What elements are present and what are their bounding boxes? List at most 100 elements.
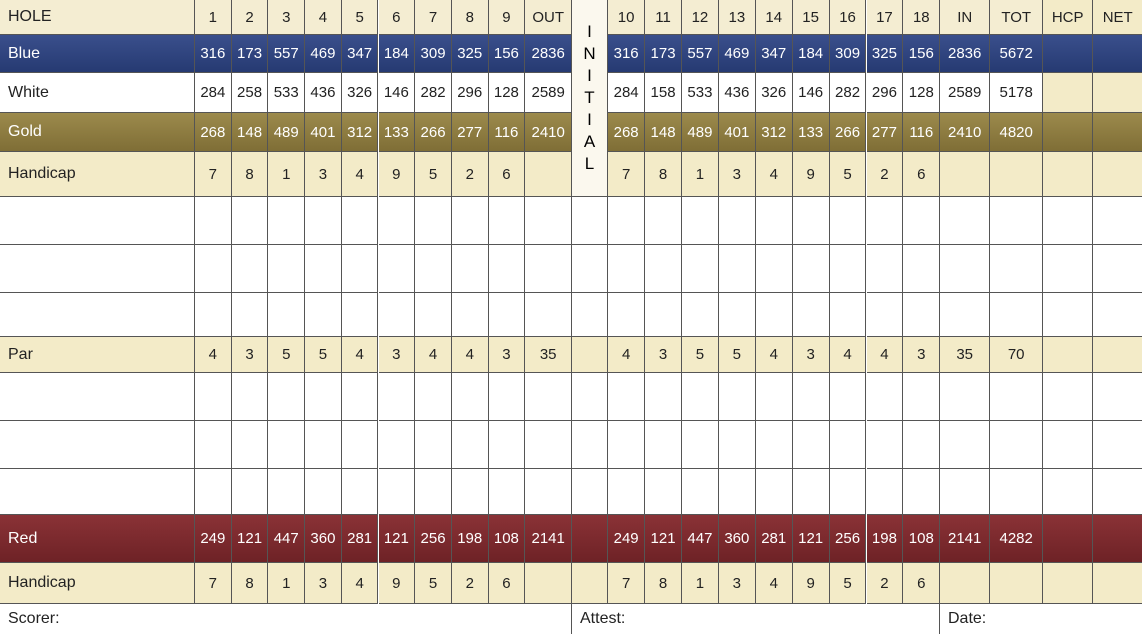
score-cell[interactable] — [1043, 421, 1094, 469]
score-cell[interactable] — [755, 469, 793, 515]
score-cell[interactable] — [378, 469, 416, 515]
score-cell[interactable] — [829, 373, 867, 421]
score-cell[interactable] — [829, 197, 867, 245]
score-cell[interactable] — [195, 245, 232, 293]
score-cell[interactable] — [305, 421, 342, 469]
score-cell[interactable] — [195, 373, 232, 421]
score-cell[interactable] — [341, 373, 379, 421]
score-cell[interactable] — [940, 293, 991, 337]
score-cell[interactable] — [718, 197, 756, 245]
score-cell[interactable] — [451, 245, 489, 293]
score-cell[interactable] — [1093, 421, 1142, 469]
score-cell[interactable] — [1043, 373, 1094, 421]
score-cell[interactable] — [231, 469, 269, 515]
score-cell[interactable] — [755, 293, 793, 337]
score-cell[interactable] — [682, 469, 719, 515]
score-cell[interactable] — [866, 421, 904, 469]
score-cell[interactable] — [451, 197, 489, 245]
score-cell[interactable] — [829, 245, 867, 293]
score-cell[interactable] — [1093, 469, 1142, 515]
score-cell[interactable] — [645, 293, 682, 337]
score-cell[interactable] — [1043, 197, 1094, 245]
score-cell[interactable] — [866, 197, 904, 245]
score-cell[interactable] — [903, 197, 941, 245]
score-cell[interactable] — [1093, 373, 1142, 421]
score-cell[interactable] — [525, 373, 573, 421]
score-cell[interactable] — [268, 469, 306, 515]
score-cell[interactable] — [305, 469, 342, 515]
score-cell[interactable] — [755, 197, 793, 245]
score-cell[interactable] — [940, 469, 991, 515]
scorer-field[interactable]: Scorer: — [0, 604, 572, 634]
score-cell[interactable] — [755, 373, 793, 421]
score-cell[interactable] — [903, 421, 941, 469]
score-cell[interactable] — [940, 373, 991, 421]
score-cell[interactable] — [231, 421, 269, 469]
score-cell[interactable] — [451, 373, 489, 421]
score-cell[interactable] — [608, 469, 646, 515]
score-cell[interactable] — [940, 421, 991, 469]
score-cell[interactable] — [903, 245, 941, 293]
score-cell[interactable] — [378, 245, 416, 293]
score-cell[interactable] — [268, 293, 306, 337]
score-cell[interactable] — [682, 245, 719, 293]
score-cell[interactable] — [488, 245, 526, 293]
score-cell[interactable] — [792, 421, 830, 469]
score-cell[interactable] — [792, 373, 830, 421]
score-cell[interactable] — [268, 373, 306, 421]
score-cell[interactable] — [195, 469, 232, 515]
score-cell[interactable] — [415, 197, 452, 245]
score-cell[interactable] — [195, 293, 232, 337]
score-cell[interactable] — [645, 373, 682, 421]
score-cell[interactable] — [415, 293, 452, 337]
score-cell[interactable] — [1093, 293, 1142, 337]
score-cell[interactable] — [488, 293, 526, 337]
score-cell[interactable] — [829, 469, 867, 515]
score-cell[interactable] — [792, 245, 830, 293]
score-cell[interactable] — [305, 373, 342, 421]
score-cell[interactable] — [341, 421, 379, 469]
score-cell[interactable] — [608, 373, 646, 421]
score-cell[interactable] — [940, 245, 991, 293]
score-cell[interactable] — [305, 293, 342, 337]
score-cell[interactable] — [866, 245, 904, 293]
score-cell[interactable] — [990, 197, 1044, 245]
score-cell[interactable] — [990, 245, 1044, 293]
score-cell[interactable] — [1043, 469, 1094, 515]
score-cell[interactable] — [792, 197, 830, 245]
score-cell[interactable] — [488, 421, 526, 469]
score-cell[interactable] — [572, 373, 609, 421]
score-cell[interactable] — [378, 421, 416, 469]
score-cell[interactable] — [231, 245, 269, 293]
score-cell[interactable] — [525, 197, 573, 245]
score-cell[interactable] — [451, 421, 489, 469]
score-cell[interactable] — [525, 245, 573, 293]
attest-field[interactable]: Attest: — [572, 604, 940, 634]
score-cell[interactable] — [451, 469, 489, 515]
score-cell[interactable] — [231, 293, 269, 337]
score-cell[interactable] — [608, 197, 646, 245]
score-cell[interactable] — [451, 293, 489, 337]
score-cell[interactable] — [378, 293, 416, 337]
score-cell[interactable] — [525, 421, 573, 469]
score-cell[interactable] — [645, 197, 682, 245]
score-cell[interactable] — [645, 469, 682, 515]
score-cell[interactable] — [990, 373, 1044, 421]
score-cell[interactable] — [415, 373, 452, 421]
score-cell[interactable] — [341, 197, 379, 245]
score-cell[interactable] — [645, 421, 682, 469]
score-cell[interactable] — [1043, 293, 1094, 337]
score-cell[interactable] — [268, 245, 306, 293]
score-cell[interactable] — [1093, 245, 1142, 293]
score-cell[interactable] — [195, 197, 232, 245]
score-cell[interactable] — [341, 293, 379, 337]
date-field[interactable]: Date: — [948, 610, 987, 627]
score-cell[interactable] — [682, 293, 719, 337]
score-cell[interactable] — [341, 469, 379, 515]
score-cell[interactable] — [608, 245, 646, 293]
score-cell[interactable] — [415, 421, 452, 469]
score-cell[interactable] — [866, 293, 904, 337]
score-cell[interactable] — [415, 245, 452, 293]
score-cell[interactable] — [792, 293, 830, 337]
score-cell[interactable] — [718, 293, 756, 337]
